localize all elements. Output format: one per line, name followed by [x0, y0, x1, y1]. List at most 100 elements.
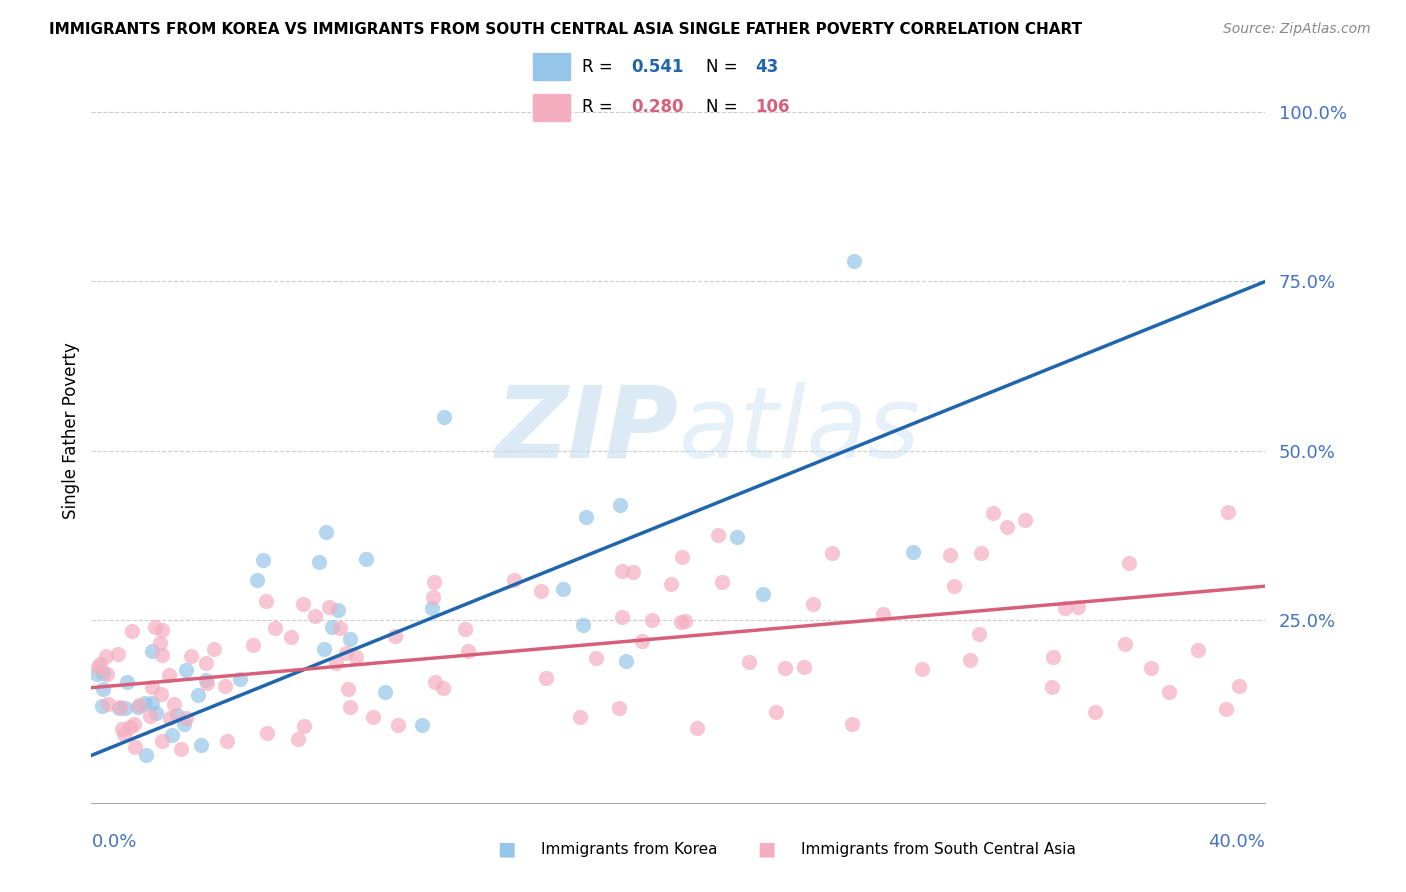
Point [967, 626, 990, 640]
Point [229, 672, 252, 686]
Point [87, 660, 110, 674]
Point [312, 641, 335, 656]
Point [673, 614, 696, 628]
Point [97, 697, 120, 711]
Point [159, 711, 181, 725]
Point [121, 624, 143, 638]
Point [669, 615, 692, 629]
Point [111, 723, 134, 737]
Point [173, 716, 195, 731]
Point [180, 649, 202, 664]
Point [569, 710, 592, 724]
Point [585, 651, 607, 665]
Text: atlas: atlas [678, 382, 920, 479]
Point [166, 707, 188, 722]
Point [614, 654, 637, 668]
Point [107, 700, 129, 714]
Point [903, 545, 925, 559]
Point [1084, 705, 1107, 719]
Point [252, 553, 274, 567]
Point [943, 579, 966, 593]
Point [292, 719, 315, 733]
Text: 0.280: 0.280 [631, 98, 685, 116]
Point [572, 618, 595, 632]
Text: 40.0%: 40.0% [1209, 832, 1265, 851]
Point [315, 524, 337, 539]
Point [176, 711, 198, 725]
Point [96, 666, 118, 681]
Point [553, 582, 575, 596]
Point [141, 644, 163, 658]
Point [195, 676, 218, 690]
Point [214, 679, 236, 693]
Point [308, 555, 330, 569]
Text: Immigrants from South Central Asia: Immigrants from South Central Asia [801, 842, 1077, 856]
Point [86, 666, 108, 681]
Point [738, 655, 761, 669]
Point [163, 697, 186, 711]
Point [326, 603, 349, 617]
Point [90, 699, 112, 714]
Point [149, 687, 172, 701]
Point [118, 721, 141, 735]
Text: ZIP: ZIP [495, 382, 678, 479]
Point [256, 725, 278, 739]
Point [135, 748, 157, 763]
Point [1215, 701, 1237, 715]
Point [335, 646, 357, 660]
Point [246, 573, 269, 587]
Point [939, 548, 962, 562]
Point [1118, 556, 1140, 570]
Point [280, 630, 302, 644]
Point [176, 663, 198, 677]
Text: ■: ■ [496, 839, 516, 859]
Point [114, 701, 136, 715]
Point [432, 409, 454, 424]
Point [659, 577, 682, 591]
Point [108, 700, 131, 714]
Text: Source: ZipAtlas.com: Source: ZipAtlas.com [1223, 22, 1371, 37]
Point [374, 685, 396, 699]
Point [970, 546, 993, 560]
Point [112, 727, 135, 741]
Point [145, 706, 167, 720]
Point [911, 662, 934, 676]
Point [194, 656, 217, 670]
Point [1159, 685, 1181, 699]
Point [329, 621, 352, 635]
Point [117, 675, 139, 690]
Point [190, 738, 212, 752]
Text: IMMIGRANTS FROM KOREA VS IMMIGRANTS FROM SOUTH CENTRAL ASIA SINGLE FATHER POVERT: IMMIGRANTS FROM KOREA VS IMMIGRANTS FROM… [49, 22, 1083, 37]
Bar [533, 94, 569, 120]
Point [157, 667, 180, 681]
Point [325, 656, 347, 670]
Point [454, 622, 477, 636]
Point [1053, 601, 1076, 615]
Point [141, 696, 163, 710]
Point [127, 699, 149, 714]
Text: Immigrants from Korea: Immigrants from Korea [541, 842, 718, 856]
Point [263, 621, 285, 635]
Point [752, 587, 775, 601]
Point [321, 620, 343, 634]
Point [94, 648, 117, 663]
Y-axis label: Single Father Poverty: Single Father Poverty [62, 342, 80, 519]
Point [631, 634, 654, 648]
Point [575, 509, 598, 524]
Point [287, 732, 309, 747]
Point [725, 530, 748, 544]
Point [318, 599, 340, 614]
Point [354, 551, 377, 566]
Point [1114, 637, 1136, 651]
Point [150, 734, 173, 748]
Point [304, 608, 326, 623]
Point [89, 657, 111, 672]
Point [432, 681, 454, 695]
Point [801, 597, 824, 611]
Text: R =: R = [582, 98, 619, 116]
Point [1014, 513, 1036, 527]
Point [160, 728, 183, 742]
Point [1187, 643, 1209, 657]
Point [141, 681, 163, 695]
Point [337, 682, 360, 697]
